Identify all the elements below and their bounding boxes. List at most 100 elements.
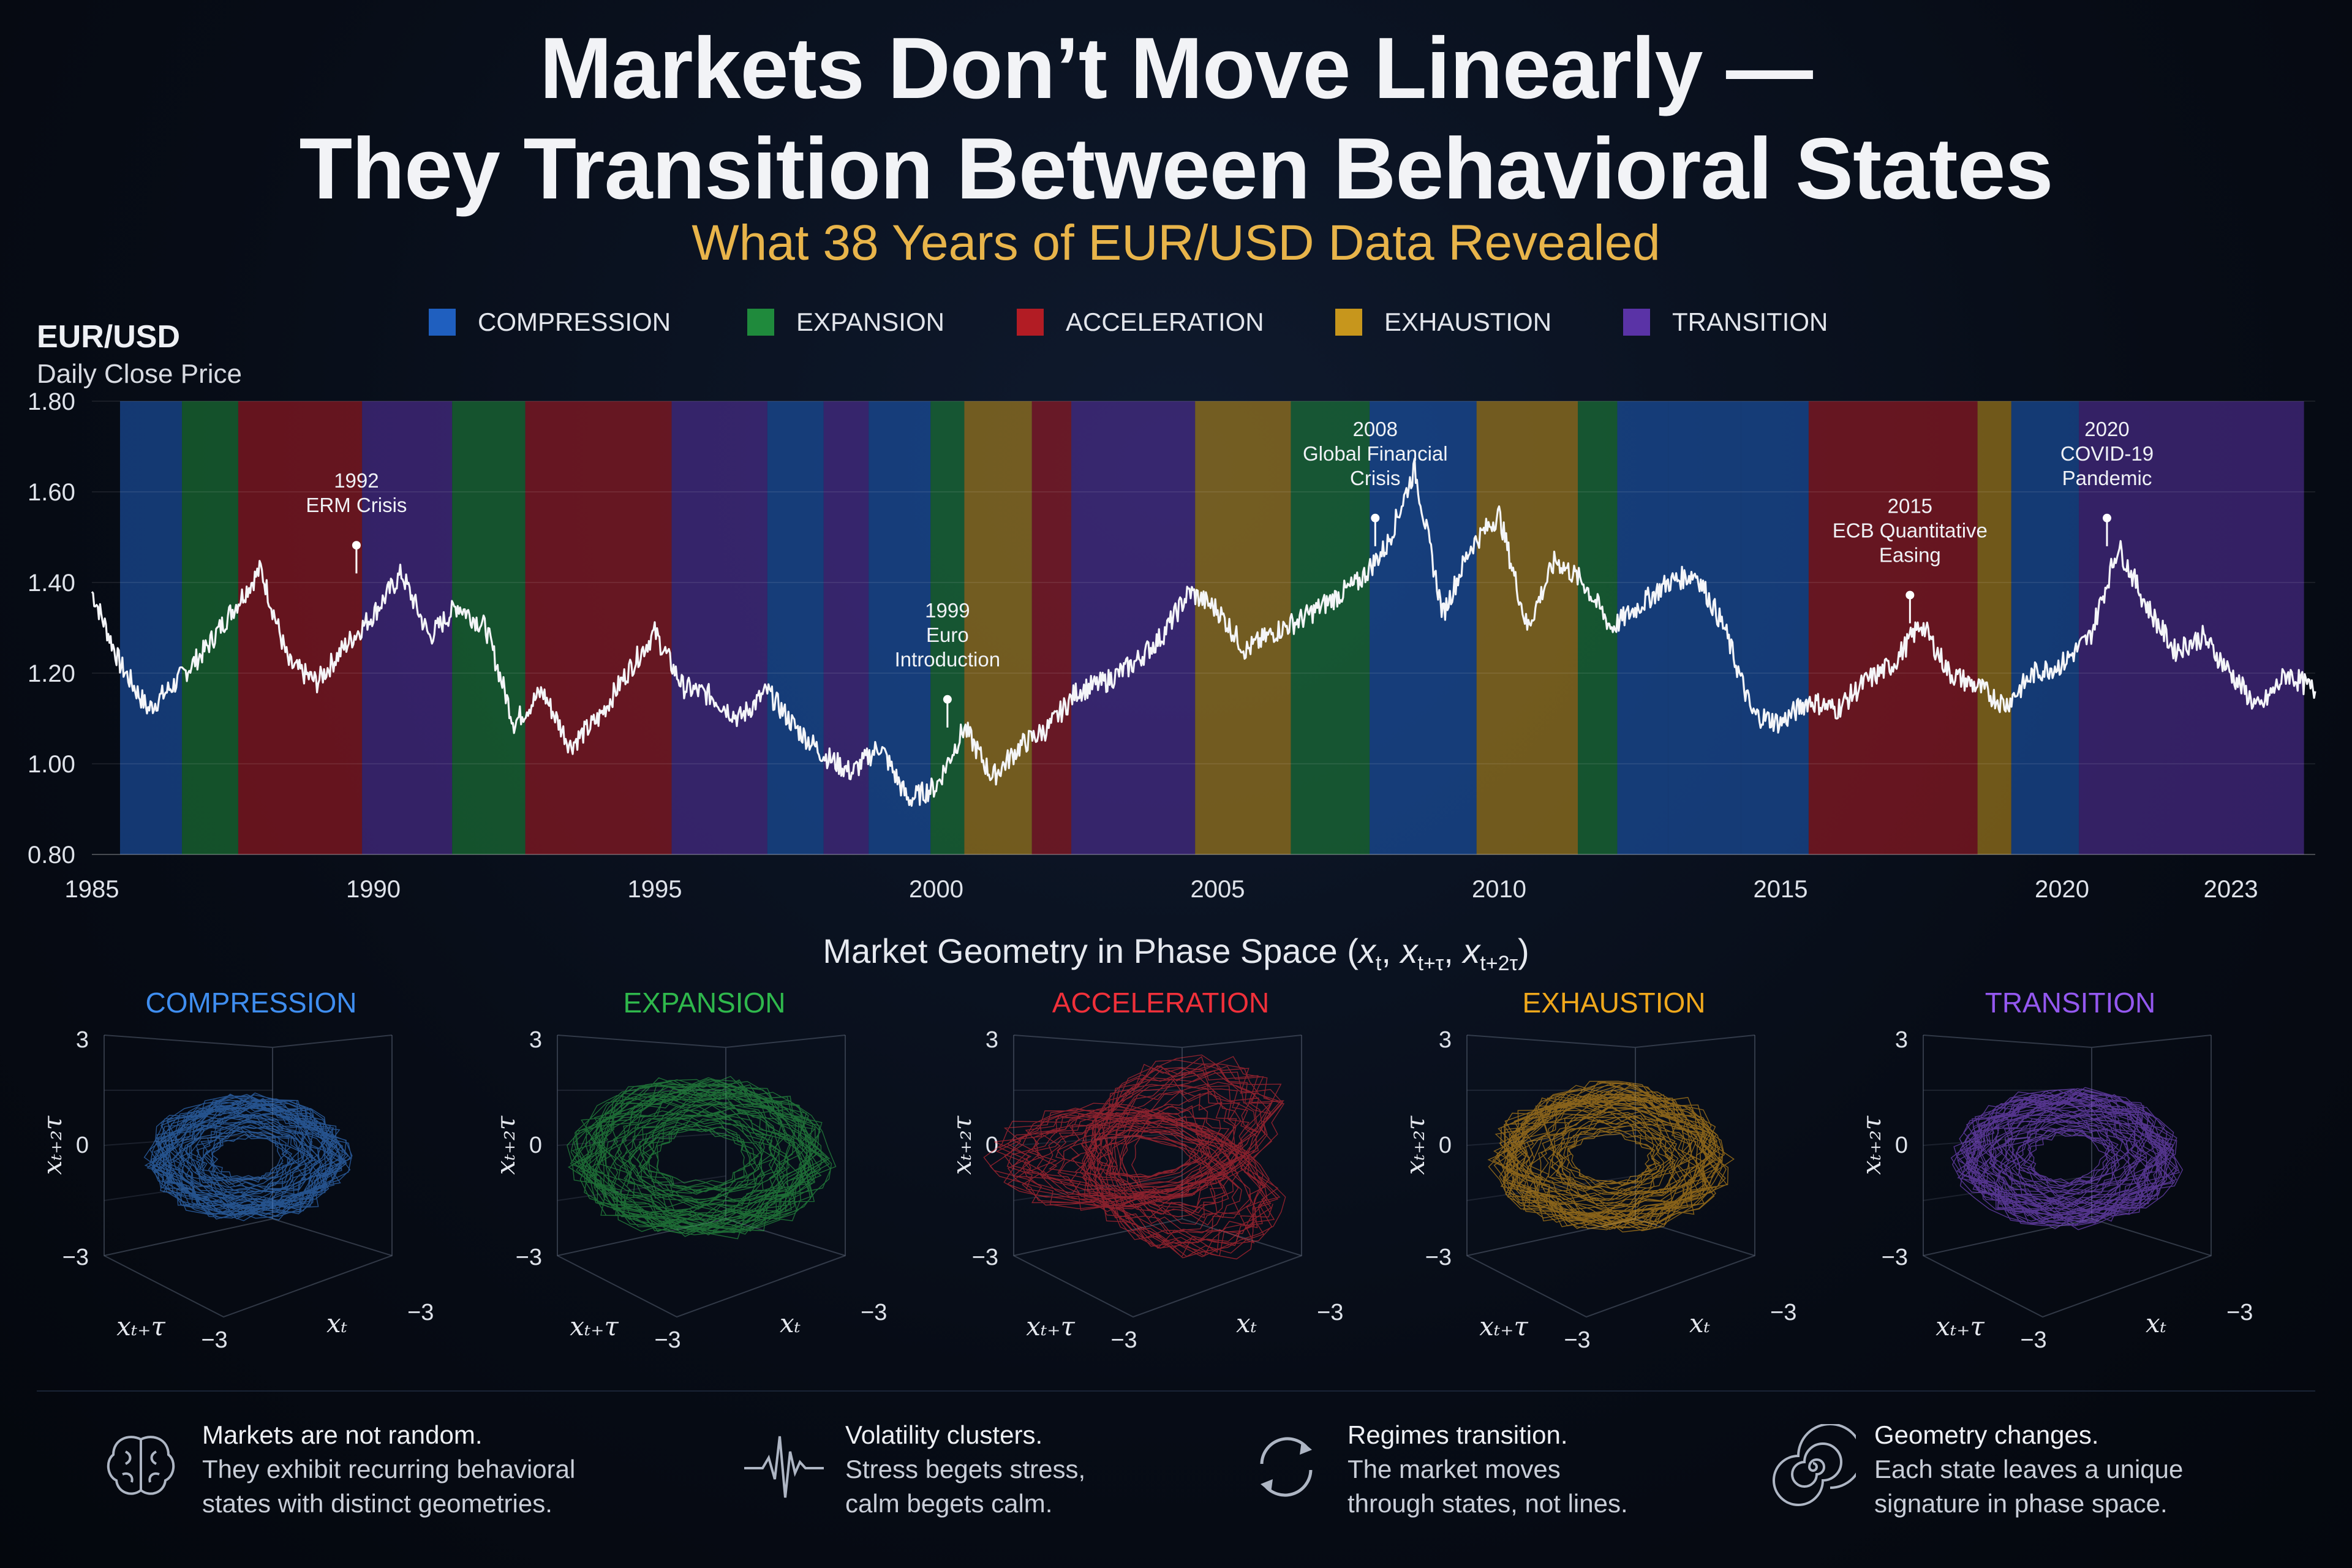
x-tick-label: 2020 [2035, 876, 2089, 903]
x-tick-label: 2015 [1753, 876, 1807, 903]
annotation-year: 2015 [1888, 495, 1932, 518]
y-tick-label: −3 [201, 1327, 227, 1353]
regime-band-expansion [1291, 401, 1370, 854]
regime-band-exhaustion [964, 401, 1032, 854]
phase-panel-compression: COMPRESSION 3 0 −3 −3 −3 xₜ₊₂τ xₜ₊τ xₜ [37, 986, 466, 1366]
legend-label: COMPRESSION [478, 307, 671, 336]
regime-band-acceleration [1808, 401, 1978, 854]
title-line-2: They Transition Between Behavioral State… [299, 120, 2054, 217]
z-tick-label: 0 [1895, 1133, 1908, 1158]
regime-band-compression [119, 401, 183, 854]
phase-space-title-text: Market Geometry in Phase Space [823, 932, 1338, 970]
footer-text: Geometry changes. Each state leaves a un… [1874, 1418, 2303, 1521]
regime-band-transition [1071, 401, 1196, 854]
regime-band-transition [362, 401, 453, 854]
annotation-label: Introduction [895, 648, 1000, 671]
price-line [91, 458, 2316, 807]
legend-swatch [1623, 309, 1650, 336]
annotation-label: Global Financial [1303, 442, 1448, 465]
legend-item-expansion: EXPANSION [747, 304, 944, 341]
x-tick-label: 2000 [909, 876, 963, 903]
z-tick-label: −3 [516, 1245, 542, 1270]
x-axis-label: xₜ [1689, 1308, 1710, 1338]
regime-band-compression [1617, 401, 1668, 854]
footer-heading: Geometry changes. [1874, 1420, 2099, 1449]
x-axis-label: xₜ [326, 1308, 347, 1338]
y-tick-label: 1.80 [28, 388, 75, 415]
annotation-dot [1371, 513, 1380, 522]
y-tick-label: 1.60 [28, 479, 75, 506]
regime-band-transition [823, 401, 869, 854]
phase-panel-transition: TRANSITION 3 0 −3 −3 −3 xₜ₊₂τ xₜ₊τ xₜ [1856, 986, 2285, 1366]
annotation-label: Easing [1879, 544, 1941, 567]
phase-space-plot: 3 0 −3 −3 −3 xₜ₊₂τ xₜ₊τ xₜ [37, 1027, 434, 1353]
y-tick-label: 1.20 [28, 660, 75, 687]
footer-body-1: Stress begets stress, [845, 1455, 1086, 1483]
pulse-icon [744, 1436, 824, 1498]
regime-band-acceleration [525, 401, 672, 854]
phase-space-plot: 3 0 −3 −3 −3 xₜ₊₂τ xₜ₊τ xₜ [947, 1027, 1343, 1353]
y-tick-label: −3 [1564, 1327, 1590, 1353]
phase-panel-title: TRANSITION [1985, 987, 2156, 1019]
regime-band-compression [2011, 401, 2079, 854]
phase-trajectory [143, 1092, 353, 1221]
legend-item-transition: TRANSITION [1623, 304, 1828, 341]
y-axis-label: xₜ₊τ [570, 1311, 619, 1341]
footer-text: Markets are not random. They exhibit rec… [202, 1418, 631, 1521]
phase-trajectory [567, 1076, 837, 1240]
annotation-dot [1905, 590, 1915, 600]
y-axis-label: xₜ₊τ [116, 1311, 165, 1341]
phase-panel-exhaustion: EXHAUSTION 3 0 −3 −3 −3 xₜ₊₂τ xₜ₊τ xₜ [1400, 986, 1828, 1366]
annotation-dot [2102, 513, 2111, 522]
y-tick-label: 1.00 [28, 751, 75, 778]
x-tick-label: 1985 [65, 876, 119, 903]
z-tick-label: −3 [1425, 1245, 1452, 1270]
phase-panel-title: EXHAUSTION [1522, 987, 1706, 1019]
regime-band-compression [1741, 401, 1809, 854]
legend-swatch [429, 309, 456, 336]
y-axis-label: xₜ₊τ [1936, 1311, 1985, 1341]
regime-band-compression [767, 401, 824, 854]
z-axis-label: xₜ₊₂τ [37, 1115, 67, 1175]
x-tick-label: 2010 [1472, 876, 1526, 903]
page-title: Markets Don’t Move Linearly — They Trans… [0, 18, 2352, 219]
annotation-year: 2020 [2084, 418, 2129, 440]
page-subtitle: What 38 Years of EUR/USD Data Revealed [692, 215, 1660, 271]
footer-body-1: The market moves [1348, 1455, 1561, 1483]
z-tick-label: 3 [986, 1027, 998, 1053]
phase-space-plot: 3 0 −3 −3 −3 xₜ₊₂τ xₜ₊τ xₜ [491, 1027, 887, 1353]
z-tick-label: −3 [62, 1245, 89, 1270]
z-tick-label: 3 [76, 1027, 89, 1053]
x-axis-label: xₜ [1236, 1308, 1257, 1338]
regime-band-compression [1668, 401, 1741, 854]
footer-body-1: Each state leaves a unique [1874, 1455, 2184, 1483]
legend-label: EXPANSION [796, 307, 944, 336]
legend-item-exhaustion: EXHAUSTION [1335, 304, 1551, 341]
brain-icon [107, 1436, 175, 1495]
annotation-year: 2008 [1353, 418, 1398, 440]
phase-cube-frame [1466, 1035, 1755, 1318]
legend-label: ACCELERATION [1066, 307, 1264, 336]
regime-band-expansion [182, 401, 238, 854]
legend-swatch [1017, 309, 1044, 336]
footer-text: Regimes transition. The market moves thr… [1348, 1418, 1776, 1521]
phase-panel-title: COMPRESSION [145, 987, 357, 1019]
y-tick-label: 1.40 [28, 570, 75, 597]
x-tick-label: −3 [1317, 1300, 1343, 1325]
phase-trajectory [983, 1054, 1286, 1260]
footer-body-2: calm begets calm. [845, 1489, 1053, 1518]
footer-body-2: states with distinct geometries. [202, 1489, 552, 1518]
phase-panel-expansion: EXPANSION 3 0 −3 −3 −3 xₜ₊₂τ xₜ₊τ xₜ [490, 986, 919, 1366]
phase-space-title: Market Geometry in Phase Space (xt, xt+τ… [823, 932, 1529, 976]
annotation-label: Euro [926, 624, 969, 646]
regime-band-exhaustion [1195, 401, 1291, 854]
x-tick-label: 1990 [346, 876, 401, 903]
y-axis-label: xₜ₊τ [1026, 1311, 1075, 1341]
x-axis-label: xₜ [2146, 1308, 2166, 1338]
x-tick-label: −3 [1770, 1300, 1796, 1325]
z-axis-label: xₜ₊₂τ [1856, 1115, 1887, 1175]
legend-swatch [1335, 309, 1362, 336]
z-tick-label: −3 [972, 1245, 998, 1270]
annotation-label: COVID-19 [2060, 442, 2154, 465]
